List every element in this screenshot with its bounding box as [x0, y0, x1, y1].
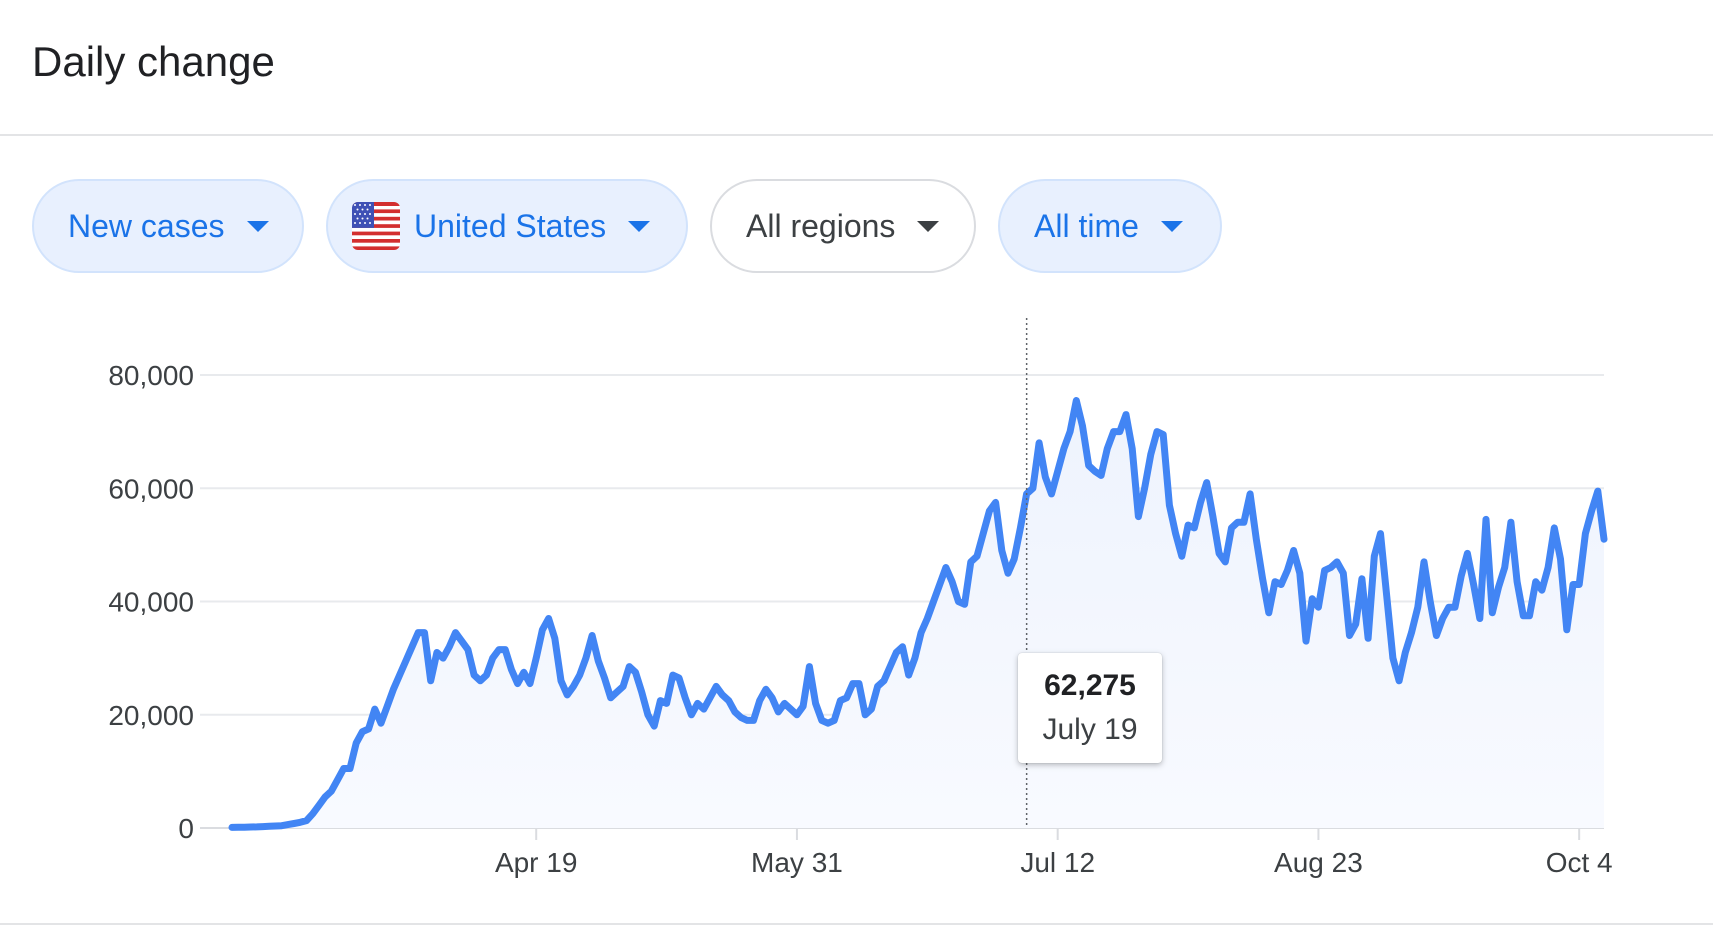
region-dropdown-label: All regions — [746, 207, 896, 244]
us-flag-icon — [352, 202, 400, 250]
caret-down-icon — [1160, 220, 1183, 232]
chart-area — [228, 397, 1608, 831]
x-tick-label: May 31 — [751, 847, 843, 878]
x-axis: Apr 19 May 31 Jul 12 Aug 23 Oct 4 — [495, 828, 1613, 878]
country-dropdown[interactable]: United States — [326, 179, 688, 273]
series-line — [228, 397, 1608, 831]
area-fill — [232, 400, 1604, 828]
footer-divider — [0, 923, 1713, 925]
region-dropdown[interactable]: All regions — [710, 179, 976, 273]
country-dropdown-label: United States — [414, 207, 607, 244]
time-range-dropdown-label: All time — [1034, 207, 1139, 244]
y-tick-label: 80,000 — [108, 360, 194, 391]
caret-down-icon — [246, 220, 269, 232]
caret-down-icon — [628, 220, 651, 232]
tooltip-date: July 19 — [1042, 713, 1138, 746]
daily-change-chart[interactable]: 0 20,000 40,000 60,000 80,000 Apr 19 May 31 Ju… — [0, 290, 1713, 890]
caret-down-icon — [917, 220, 940, 232]
y-tick-label: 0 — [178, 813, 194, 844]
y-tick-label: 20,000 — [108, 700, 194, 731]
metric-dropdown-label: New cases — [68, 207, 225, 244]
x-tick-label: Oct 4 — [1546, 847, 1613, 878]
page-title: Daily change — [32, 38, 275, 85]
x-tick-label: Jul 12 — [1020, 847, 1095, 878]
y-tick-label: 40,000 — [108, 587, 194, 618]
time-range-dropdown[interactable]: All time — [998, 179, 1222, 273]
x-tick-label: Aug 23 — [1274, 847, 1363, 878]
data-tooltip: 62,275 July 19 — [1018, 653, 1162, 763]
tooltip-value: 62,275 — [1044, 669, 1136, 702]
y-axis: 0 20,000 40,000 60,000 80,000 — [108, 360, 194, 844]
header-divider — [0, 134, 1713, 136]
metric-dropdown[interactable]: New cases — [32, 179, 304, 273]
x-tick-label: Apr 19 — [495, 847, 578, 878]
y-tick-label: 60,000 — [108, 473, 194, 504]
